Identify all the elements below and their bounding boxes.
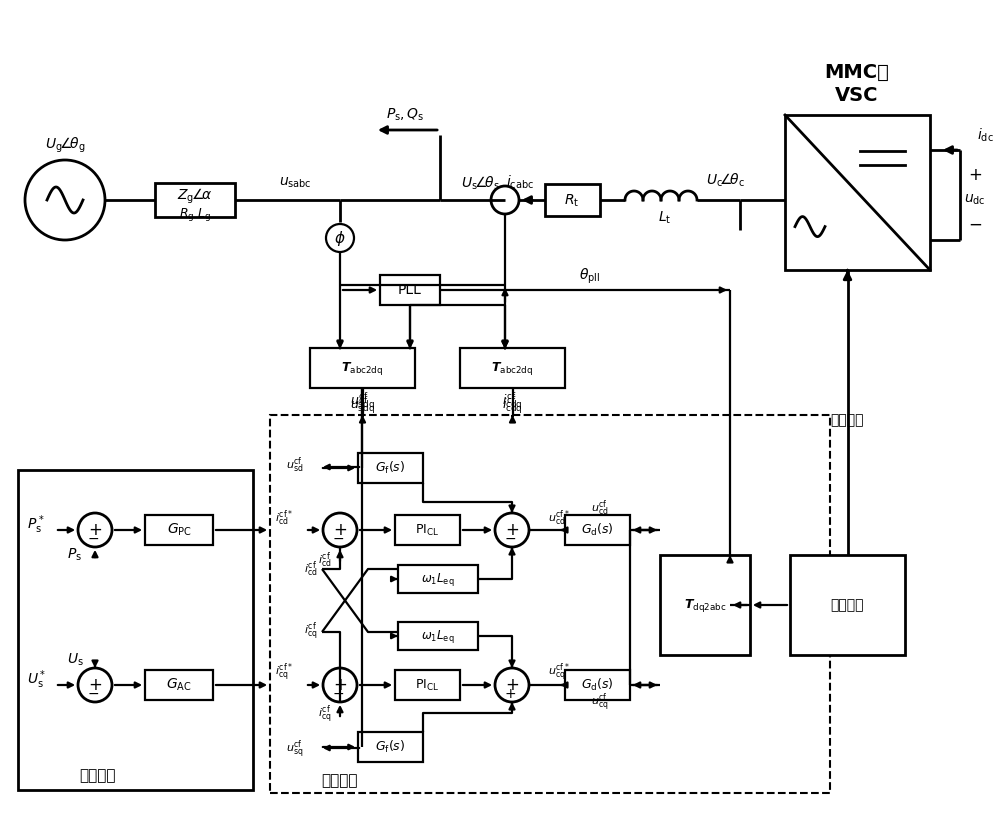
Bar <box>398 622 478 650</box>
Text: $u_{\rm cd}^{\rm cf*}$: $u_{\rm cd}^{\rm cf*}$ <box>548 508 570 528</box>
Text: $P_{\rm s},Q_{\rm s}$: $P_{\rm s},Q_{\rm s}$ <box>386 107 424 124</box>
Text: $i_{\rm dc}$: $i_{\rm dc}$ <box>977 126 993 144</box>
Text: $G_{\rm d}(s)$: $G_{\rm d}(s)$ <box>581 677 613 693</box>
Circle shape <box>491 186 519 214</box>
Bar <box>145 515 213 545</box>
Text: $u_{\rm dc}$: $u_{\rm dc}$ <box>964 193 986 207</box>
Text: PLL: PLL <box>398 283 422 297</box>
Text: −: − <box>333 687 345 701</box>
Text: $u_{\rm cd}^{\rm cf}$: $u_{\rm cd}^{\rm cf}$ <box>591 498 609 518</box>
Text: −: − <box>968 216 982 234</box>
Text: 调制过程: 调制过程 <box>831 598 864 612</box>
Text: −: − <box>333 532 345 546</box>
Text: $\rm PI_{CL}$: $\rm PI_{CL}$ <box>415 523 439 537</box>
Text: $\boldsymbol{T}_{\rm dq2abc}$: $\boldsymbol{T}_{\rm dq2abc}$ <box>684 597 726 614</box>
Text: $i_{\rm cq}^{\rm cf}$: $i_{\rm cq}^{\rm cf}$ <box>318 704 332 726</box>
Text: $G_{\rm d}(s)$: $G_{\rm d}(s)$ <box>581 522 613 538</box>
Text: $\boldsymbol{T}_{\rm abc2dq}$: $\boldsymbol{T}_{\rm abc2dq}$ <box>341 359 384 376</box>
Text: VSC: VSC <box>835 85 879 105</box>
Text: $u_{\rm cq}^{\rm cf}$: $u_{\rm cq}^{\rm cf}$ <box>591 692 609 714</box>
Text: MMC型: MMC型 <box>825 63 889 81</box>
Circle shape <box>323 668 357 702</box>
Text: $U_{\rm s}$: $U_{\rm s}$ <box>67 652 83 668</box>
Bar <box>460 348 565 388</box>
Text: $G_{\rm f}(s)$: $G_{\rm f}(s)$ <box>375 460 405 476</box>
Text: 内环控制: 内环控制 <box>322 773 358 789</box>
Text: $\omega_1 L_{\rm eq}$: $\omega_1 L_{\rm eq}$ <box>421 571 455 588</box>
Bar <box>545 184 600 216</box>
Circle shape <box>78 513 112 547</box>
Text: $U_{\rm g}\!\angle\!\theta_{\rm g}$: $U_{\rm g}\!\angle\!\theta_{\rm g}$ <box>45 135 85 154</box>
Text: $\rm PI_{CL}$: $\rm PI_{CL}$ <box>415 677 439 693</box>
Text: 触发信号: 触发信号 <box>831 413 864 427</box>
Text: $R_{\rm g}\ L_{\rm g}$: $R_{\rm g}\ L_{\rm g}$ <box>179 206 211 223</box>
Bar <box>565 670 630 700</box>
Text: $P_{\rm s}$: $P_{\rm s}$ <box>67 547 83 563</box>
Text: +: + <box>505 521 519 539</box>
Text: $i_{\rm cq}^{\rm cf}$: $i_{\rm cq}^{\rm cf}$ <box>304 621 318 643</box>
Bar <box>398 565 478 593</box>
Text: 外环控制: 外环控制 <box>80 768 116 784</box>
Text: $G_{\rm PC}$: $G_{\rm PC}$ <box>167 522 191 538</box>
Text: $u_{\rm sdq}^{\rm cf}$: $u_{\rm sdq}^{\rm cf}$ <box>350 390 375 411</box>
Text: $\phi$: $\phi$ <box>334 228 346 247</box>
Text: $U_{\rm c}\!\angle\!\theta_{\rm c}$: $U_{\rm c}\!\angle\!\theta_{\rm c}$ <box>706 172 746 189</box>
Circle shape <box>323 513 357 547</box>
Text: $u_{\rm sdq}^{\rm cf}$: $u_{\rm sdq}^{\rm cf}$ <box>350 394 375 415</box>
Circle shape <box>495 668 529 702</box>
Text: $R_{\rm t}$: $R_{\rm t}$ <box>564 193 580 209</box>
Bar <box>790 555 905 655</box>
Bar <box>395 670 460 700</box>
Text: $i_{\rm cd}^{\rm cf}$: $i_{\rm cd}^{\rm cf}$ <box>304 559 318 579</box>
Circle shape <box>495 513 529 547</box>
Text: $P_{\rm s}^*$: $P_{\rm s}^*$ <box>27 514 45 537</box>
Text: $i_{\rm cd}^{\rm cf}$: $i_{\rm cd}^{\rm cf}$ <box>318 550 332 570</box>
Text: +: + <box>88 676 102 694</box>
Bar <box>358 732 423 762</box>
Text: +: + <box>333 521 347 539</box>
Text: +: + <box>968 166 982 184</box>
Bar <box>270 415 830 793</box>
Bar <box>145 670 213 700</box>
Bar <box>18 470 253 790</box>
Circle shape <box>326 224 354 252</box>
Text: $\boldsymbol{T}_{\rm abc2dq}$: $\boldsymbol{T}_{\rm abc2dq}$ <box>491 359 534 376</box>
Text: +: + <box>333 676 347 694</box>
Text: $i_{\rm cd}^{\rm cf*}$: $i_{\rm cd}^{\rm cf*}$ <box>275 508 293 528</box>
Circle shape <box>78 668 112 702</box>
Text: $Z_{\rm g}\!\angle\!\alpha$: $Z_{\rm g}\!\angle\!\alpha$ <box>177 186 213 206</box>
Text: +: + <box>505 687 517 701</box>
Text: $i_{\rm cabc}$: $i_{\rm cabc}$ <box>506 173 534 191</box>
Bar <box>358 453 423 483</box>
Text: $\omega_1 L_{\rm eq}$: $\omega_1 L_{\rm eq}$ <box>421 628 455 645</box>
Text: $U_{\rm s}^*$: $U_{\rm s}^*$ <box>27 669 46 691</box>
Text: $\theta_{\rm pll}$: $\theta_{\rm pll}$ <box>579 267 601 285</box>
Bar <box>310 348 415 388</box>
Text: $u_{\rm sd}^{\rm cf}$: $u_{\rm sd}^{\rm cf}$ <box>286 455 303 475</box>
Text: $U_{\rm s}\!\angle\!\theta_{\rm s}$: $U_{\rm s}\!\angle\!\theta_{\rm s}$ <box>461 174 499 192</box>
Bar <box>565 515 630 545</box>
Bar <box>155 183 235 217</box>
Text: −: − <box>88 532 100 546</box>
Text: $u_{\rm sabc}$: $u_{\rm sabc}$ <box>279 176 311 190</box>
Bar <box>660 555 750 655</box>
Text: +: + <box>505 676 519 694</box>
Text: $u_{\rm sq}^{\rm cf}$: $u_{\rm sq}^{\rm cf}$ <box>286 739 303 761</box>
Text: −: − <box>88 687 100 701</box>
Text: $G_{\rm f}(s)$: $G_{\rm f}(s)$ <box>375 739 405 755</box>
Text: $G_{\rm AC}$: $G_{\rm AC}$ <box>166 676 192 693</box>
Bar <box>395 515 460 545</box>
Text: $i_{\rm cdq}^{\rm cf}$: $i_{\rm cdq}^{\rm cf}$ <box>502 394 523 415</box>
Text: $i_{\rm cdq}^{\rm cf}$: $i_{\rm cdq}^{\rm cf}$ <box>502 390 523 411</box>
Text: $u_{\rm cq}^{\rm cf*}$: $u_{\rm cq}^{\rm cf*}$ <box>548 662 570 684</box>
Text: $i_{\rm cq}^{\rm cf*}$: $i_{\rm cq}^{\rm cf*}$ <box>275 662 293 684</box>
Text: +: + <box>88 521 102 539</box>
Text: $L_{\rm t}$: $L_{\rm t}$ <box>658 210 672 226</box>
Circle shape <box>25 160 105 240</box>
Bar <box>380 275 440 305</box>
Bar <box>785 115 930 270</box>
Text: −: − <box>505 532 517 546</box>
